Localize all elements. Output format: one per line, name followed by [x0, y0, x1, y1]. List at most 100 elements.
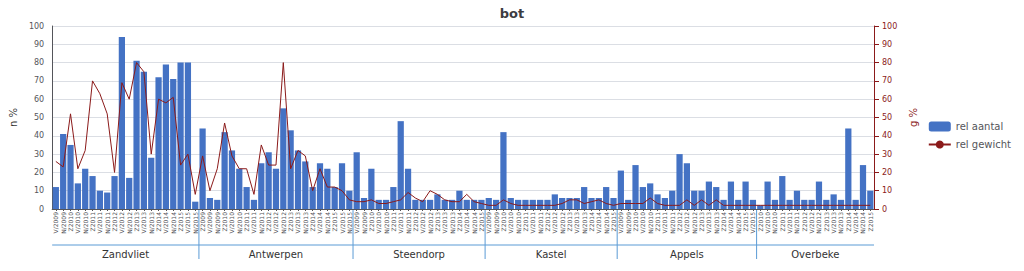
svg-text:Z2011: Z2011: [522, 212, 529, 232]
svg-text:Z2011: Z2011: [243, 212, 250, 232]
svg-text:N/2012: N/2012: [691, 212, 698, 234]
svg-text:50: 50: [882, 113, 892, 122]
svg-text:Z2015: Z2015: [610, 212, 617, 232]
svg-text:Z2014: Z2014: [155, 212, 162, 232]
svg-text:Z2009: Z2009: [199, 212, 206, 232]
svg-text:Z2010: Z2010: [500, 212, 507, 232]
svg-text:Z2013: Z2013: [566, 212, 573, 232]
svg-text:rel aantal: rel aantal: [956, 121, 1003, 132]
svg-text:Z2012: Z2012: [111, 212, 118, 232]
svg-text:N/2014: N/2014: [735, 212, 742, 234]
svg-text:N/2014: N/2014: [471, 212, 478, 234]
svg-text:V/2011: V/2011: [529, 212, 536, 234]
svg-text:Z2010: Z2010: [67, 212, 74, 232]
svg-text:N/2014: N/2014: [324, 212, 331, 234]
svg-text:N/2013: N/2013: [449, 212, 456, 234]
svg-text:60: 60: [882, 95, 892, 104]
svg-text:Antwerpen: Antwerpen: [249, 249, 303, 260]
svg-text:Appels: Appels: [670, 249, 704, 260]
svg-text:V/2015: V/2015: [339, 212, 346, 234]
svg-text:N/2012: N/2012: [815, 212, 822, 234]
svg-text:N/2015: N/2015: [192, 212, 199, 234]
svg-text:V/2011: V/2011: [96, 212, 103, 234]
svg-text:N/2014: N/2014: [859, 212, 866, 234]
svg-text:N/2010: N/2010: [515, 212, 522, 234]
svg-text:V/2010: V/2010: [74, 212, 81, 234]
svg-text:V/2010: V/2010: [764, 212, 771, 234]
svg-text:Z2014: Z2014: [309, 212, 316, 232]
svg-text:g %: g %: [908, 108, 919, 127]
svg-text:50: 50: [34, 113, 44, 122]
svg-text:N/2011: N/2011: [104, 212, 111, 234]
svg-text:70: 70: [882, 76, 892, 85]
svg-text:N/2009: N/2009: [361, 212, 368, 234]
svg-text:N/2013: N/2013: [148, 212, 155, 234]
svg-text:40: 40: [34, 131, 44, 140]
svg-text:Z2013: Z2013: [434, 212, 441, 232]
svg-text:V/2014: V/2014: [595, 212, 602, 234]
svg-text:N/2009: N/2009: [214, 212, 221, 234]
svg-text:V/2009: V/2009: [206, 212, 213, 234]
svg-text:V/2014: V/2014: [852, 212, 859, 234]
svg-text:N/2011: N/2011: [669, 212, 676, 234]
svg-text:N/2012: N/2012: [427, 212, 434, 234]
svg-text:V/2013: V/2013: [140, 212, 147, 234]
svg-text:V/2013: V/2013: [441, 212, 448, 234]
svg-text:V/2012: V/2012: [551, 212, 558, 234]
svg-text:Z2010: Z2010: [632, 212, 639, 232]
svg-text:Z2011: Z2011: [89, 212, 96, 232]
svg-text:20: 20: [882, 168, 892, 177]
svg-text:V/2011: V/2011: [786, 212, 793, 234]
svg-text:10: 10: [882, 186, 892, 195]
svg-text:V/2009: V/2009: [485, 212, 492, 234]
svg-text:V/2010: V/2010: [228, 212, 235, 234]
svg-text:30: 30: [34, 150, 44, 159]
svg-text:Z2015: Z2015: [742, 212, 749, 232]
svg-text:V/2010: V/2010: [375, 212, 382, 234]
svg-text:90: 90: [34, 40, 44, 49]
svg-text:0: 0: [39, 205, 44, 214]
svg-text:V/2010: V/2010: [507, 212, 514, 234]
svg-text:V/2015: V/2015: [749, 212, 756, 234]
svg-text:Z2015: Z2015: [177, 212, 184, 232]
svg-text:N/2009: N/2009: [493, 212, 500, 234]
svg-text:Z2014: Z2014: [456, 212, 463, 232]
svg-text:Z2015: Z2015: [331, 212, 338, 232]
svg-text:Z2013: Z2013: [133, 212, 140, 232]
svg-text:Z2014: Z2014: [720, 212, 727, 232]
svg-text:N/2010: N/2010: [236, 212, 243, 234]
svg-text:Z2015: Z2015: [478, 212, 485, 232]
svg-text:Zandvliet: Zandvliet: [102, 249, 149, 260]
svg-text:V/2009: V/2009: [52, 212, 59, 234]
svg-text:N/2011: N/2011: [537, 212, 544, 234]
svg-text:90: 90: [882, 40, 892, 49]
svg-text:Z2010: Z2010: [368, 212, 375, 232]
svg-text:40: 40: [882, 131, 892, 140]
svg-text:N/2010: N/2010: [771, 212, 778, 234]
svg-text:Z2010: Z2010: [221, 212, 228, 232]
svg-text:Z2012: Z2012: [412, 212, 419, 232]
svg-text:V/2011: V/2011: [250, 212, 257, 234]
svg-text:N/2015: N/2015: [346, 212, 353, 234]
svg-text:Z2013: Z2013: [823, 212, 830, 232]
svg-text:Z2012: Z2012: [676, 212, 683, 232]
svg-text:N/2009: N/2009: [625, 212, 632, 234]
svg-text:V/2009: V/2009: [353, 212, 360, 234]
svg-text:V/2011: V/2011: [661, 212, 668, 234]
svg-text:Overbeke: Overbeke: [791, 249, 839, 260]
svg-text:V/2013: V/2013: [830, 212, 837, 234]
svg-text:N/2013: N/2013: [837, 212, 844, 234]
svg-text:N/2013: N/2013: [581, 212, 588, 234]
svg-text:80: 80: [882, 58, 892, 67]
svg-text:Z2010: Z2010: [757, 212, 764, 232]
svg-text:Kastel: Kastel: [536, 249, 567, 260]
svg-text:100: 100: [29, 22, 44, 31]
svg-text:N/2012: N/2012: [126, 212, 133, 234]
svg-text:N/2012: N/2012: [559, 212, 566, 234]
svg-text:Steendorp: Steendorp: [393, 249, 445, 260]
svg-text:10: 10: [34, 186, 44, 195]
svg-text:80: 80: [34, 58, 44, 67]
svg-text:N/2013: N/2013: [302, 212, 309, 234]
svg-text:N/2010: N/2010: [82, 212, 89, 234]
svg-text:Z2013: Z2013: [287, 212, 294, 232]
